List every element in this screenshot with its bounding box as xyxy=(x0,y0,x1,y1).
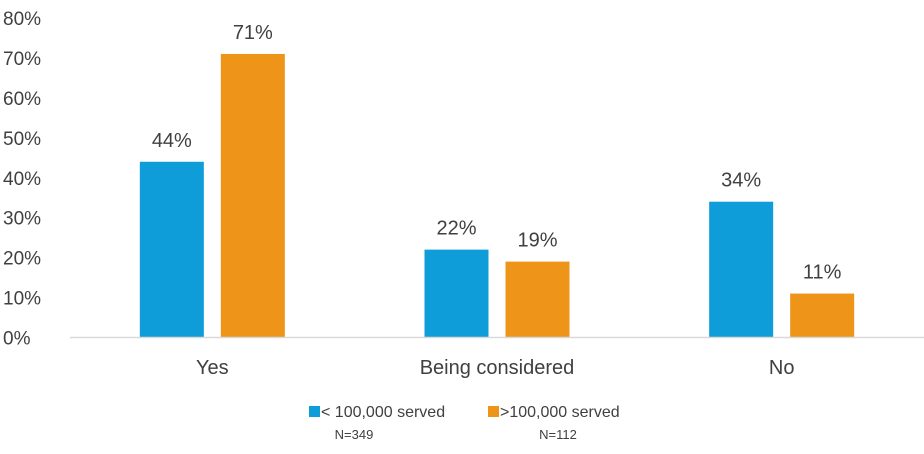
y-tick-label: 30% xyxy=(3,209,41,230)
y-tick-label: 20% xyxy=(3,249,41,270)
legend-label: < 100,000 served xyxy=(321,404,445,421)
data-label: 11% xyxy=(803,262,842,284)
y-tick-label: 0% xyxy=(3,329,31,350)
legend-sample-size: N=112 xyxy=(539,427,577,442)
y-tick-label: 40% xyxy=(3,169,41,190)
bar xyxy=(139,161,204,338)
bar xyxy=(424,249,489,338)
legend-sample-size: N=349 xyxy=(335,427,374,442)
legend-label: >100,000 served xyxy=(500,404,620,421)
data-label: 44% xyxy=(152,130,192,152)
y-tick-label: 70% xyxy=(3,49,41,70)
y-tick-label: 80% xyxy=(3,9,41,30)
y-tick-label: 10% xyxy=(3,289,41,310)
data-label: 34% xyxy=(721,170,761,192)
data-label: 19% xyxy=(517,230,557,252)
x-category-label: No xyxy=(769,357,795,379)
bar xyxy=(790,293,855,338)
x-category-label: Yes xyxy=(196,357,229,379)
y-tick-label: 60% xyxy=(3,89,41,110)
legend-swatch xyxy=(488,406,499,417)
legend-swatch xyxy=(309,406,320,417)
data-label: 22% xyxy=(436,218,476,240)
bar xyxy=(505,261,570,338)
x-category-label: Being considered xyxy=(420,357,575,379)
bar xyxy=(220,53,285,338)
y-tick-label: 50% xyxy=(3,129,41,150)
data-label: 71% xyxy=(233,22,273,44)
bar xyxy=(709,201,774,338)
